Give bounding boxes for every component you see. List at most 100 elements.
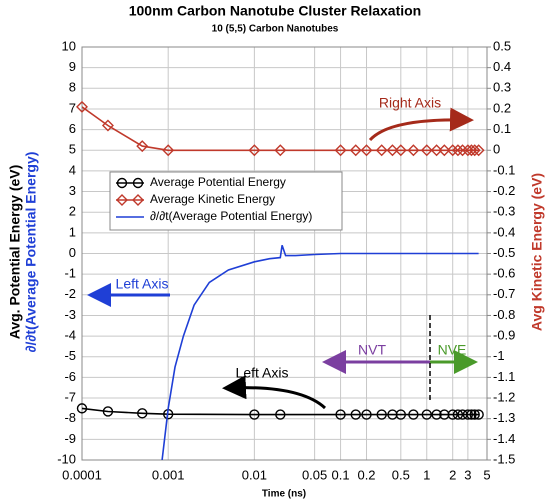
y-tick-label: 4	[69, 162, 76, 177]
y2-tick-label: 0.2	[493, 100, 511, 115]
data-point	[469, 409, 480, 420]
y2-tick-label: 0.1	[493, 121, 511, 136]
annotation-arrow	[222, 375, 327, 410]
y-tick-label: 6	[69, 121, 76, 136]
x-tick-label: 2	[449, 467, 456, 482]
y2-tick-label: -0.9	[493, 328, 515, 343]
annotation: NVE	[438, 342, 467, 358]
x-axis-label: Time (ns)	[262, 489, 306, 500]
x-tick-label: 5	[483, 467, 490, 482]
legend-box	[109, 171, 343, 231]
data-point	[394, 144, 407, 157]
data-point	[137, 408, 148, 419]
data-point	[421, 409, 432, 420]
data-point	[76, 100, 88, 113]
y2-tick-label: -0.3	[493, 204, 515, 219]
y-axis-label-2: ∂/∂t(Average Potential Energy)	[23, 152, 39, 353]
y-axis-label: Avg. Potential Energy (eV)	[7, 165, 23, 340]
y-tick-label: 1	[69, 224, 76, 239]
data-point	[249, 409, 260, 420]
y-tick-label: 5	[69, 142, 76, 157]
plot-area: 0.0001 0.001 0.01 0.05 0.1 0.2 0.5 1 2 3 5-10-9-8-…	[57, 38, 515, 482]
x-tick-label: 0.0001	[62, 467, 102, 482]
y-tick-label: 9	[69, 59, 76, 74]
data-point	[334, 144, 347, 157]
legend-label: Average Kinetic Energy	[150, 192, 275, 206]
data-point	[101, 119, 114, 132]
data-point	[438, 144, 451, 157]
legend-marker	[116, 177, 128, 189]
y-tick-label: -7	[64, 389, 76, 404]
legend-marker	[132, 194, 144, 206]
y2-tick-label: 0.4	[493, 59, 511, 74]
data-point	[136, 140, 149, 153]
x-tick-label: 0.1	[332, 467, 350, 482]
data-point	[462, 409, 474, 420]
data-point	[274, 144, 287, 157]
annotation: NVT	[358, 342, 386, 358]
y-tick-label: 8	[69, 80, 76, 95]
data-point	[386, 144, 399, 157]
data-point	[335, 409, 346, 420]
y2-tick-label: -1.4	[493, 431, 515, 446]
data-point	[102, 406, 114, 417]
legend-marker	[116, 194, 128, 206]
y2-axis-label: Avg Kinetic Energy (eV)	[529, 173, 545, 331]
data-point	[472, 144, 485, 157]
chart-title: 100nm Carbon Nanotube Cluster Relaxation	[129, 3, 422, 19]
data-point	[447, 409, 458, 420]
x-tick-label: 0.01	[242, 467, 267, 482]
y2-tick-label: -0.6	[493, 266, 515, 281]
y-tick-label: 0	[69, 245, 76, 260]
y-tick-label: -1	[64, 266, 76, 281]
y2-tick-label: -0.2	[493, 183, 515, 198]
y-tick-label: -9	[64, 431, 76, 446]
data-point	[376, 409, 387, 420]
data-point	[468, 144, 481, 157]
series-line	[82, 407, 479, 416]
data-point	[375, 144, 388, 157]
legend-label: Average Potential Energy	[150, 175, 286, 189]
y2-tick-label: 0.5	[493, 38, 511, 53]
y2-tick-label: -0.5	[493, 245, 515, 260]
y-tick-label: -2	[64, 286, 76, 301]
x-tick-label: 0.2	[357, 467, 375, 482]
x-tick-label: 0.001	[152, 467, 185, 482]
y2-tick-label: -1.3	[493, 410, 515, 425]
data-point	[420, 144, 433, 157]
y-tick-label: -4	[64, 328, 76, 343]
y2-tick-label: -0.4	[493, 224, 515, 239]
y-tick-label: -8	[64, 410, 76, 425]
x-tick-label: 0.05	[302, 467, 327, 482]
y-tick-label: 10	[62, 38, 76, 53]
y-tick-label: -5	[64, 348, 76, 363]
annotation-arrow	[368, 107, 474, 142]
data-point	[431, 409, 442, 420]
x-tick-label: 3	[464, 467, 471, 482]
data-point	[76, 403, 88, 414]
data-point	[248, 144, 261, 157]
annotation: Right Axis	[379, 95, 441, 111]
y2-tick-label: -0.8	[493, 307, 515, 322]
y2-tick-label: 0.3	[493, 80, 511, 95]
y-tick-label: 2	[69, 204, 76, 219]
chart-subtitle: 10 (5,5) Carbon Nanotubes	[212, 24, 339, 35]
data-point	[408, 409, 419, 420]
y2-tick-label: -1	[493, 348, 505, 363]
data-point	[452, 409, 464, 420]
series-line	[161, 244, 479, 460]
data-point	[361, 409, 372, 420]
data-point	[395, 409, 407, 420]
y-tick-label: -10	[57, 451, 76, 466]
data-point	[456, 144, 469, 157]
x-tick-label: 0.5	[392, 467, 410, 482]
data-point	[451, 144, 464, 157]
annotation: Left Axis	[116, 276, 169, 292]
y2-tick-label: -1.2	[493, 389, 515, 404]
series-line	[82, 106, 479, 152]
plot-frame	[81, 46, 488, 461]
data-point	[466, 409, 477, 420]
y-tick-label: 7	[69, 100, 76, 115]
y-tick-label: -6	[64, 369, 76, 384]
